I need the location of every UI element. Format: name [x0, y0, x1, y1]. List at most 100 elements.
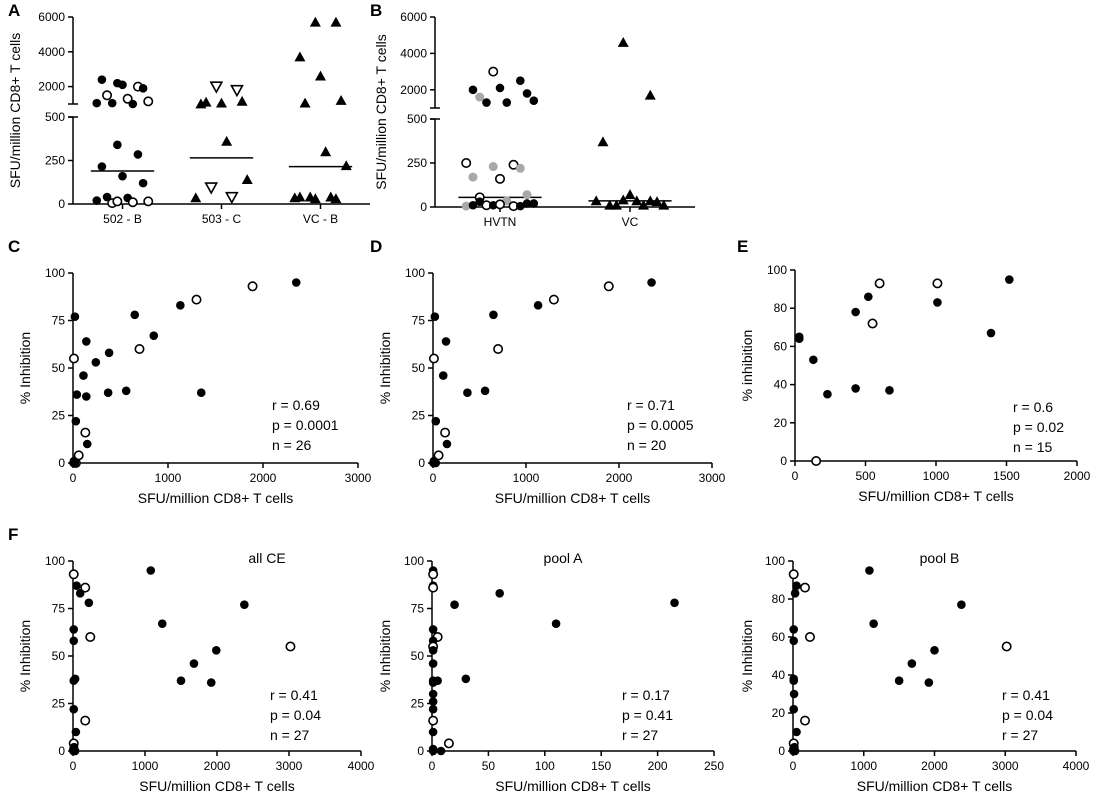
y-tick-label: 25 [52, 409, 66, 423]
data-point [438, 371, 448, 380]
data-point [461, 674, 471, 684]
data-point [789, 704, 799, 714]
y-tick-label: 250 [407, 156, 427, 170]
data-point [789, 625, 799, 634]
data-point [211, 646, 221, 655]
data-point [436, 746, 446, 756]
data-point [428, 659, 438, 668]
stat-annotation: p = 0.04 [270, 707, 321, 723]
x-tick-label: HVTN [484, 215, 517, 229]
x-tick-label: 4000 [1063, 759, 1090, 773]
x-tick-label: 3000 [992, 759, 1019, 773]
y-tick-label: 2000 [38, 80, 65, 94]
data-point [658, 199, 670, 210]
data-point [461, 201, 471, 211]
data-point [894, 676, 904, 685]
y-tick-label: 40 [774, 378, 788, 392]
data-point [522, 199, 532, 208]
data-point [128, 99, 138, 109]
data-point [551, 619, 561, 628]
data-point [294, 191, 306, 202]
x-tick-label: VC - B [303, 212, 338, 226]
data-point [107, 98, 117, 108]
data-point [103, 388, 113, 398]
data-point [789, 746, 798, 756]
y-tick-label: 25 [411, 697, 425, 711]
data-point [617, 194, 629, 205]
panel-letter: D [370, 237, 382, 256]
x-tick-label: 250 [704, 759, 724, 773]
data-point [823, 389, 832, 399]
data-point [157, 619, 167, 628]
stat-annotation: p = 0.04 [1002, 707, 1053, 723]
x-tick-label: 1000 [513, 471, 540, 485]
stat-annotation: n = 26 [272, 437, 312, 453]
y-axis-title: % Inhibition [377, 620, 393, 692]
data-point [70, 312, 80, 322]
data-point [428, 353, 439, 364]
y-tick-label: 50 [52, 361, 66, 375]
data-point [461, 158, 472, 169]
y-tick-label: 25 [52, 697, 66, 711]
x-axis-title: SFU/million CD8+ T cells [138, 490, 293, 506]
data-point [522, 89, 532, 98]
y-tick-label: 40 [772, 668, 786, 682]
data-point [191, 294, 202, 305]
data-point [644, 195, 656, 206]
data-point [330, 16, 342, 27]
y-tick-label: 100 [45, 266, 65, 280]
x-axis-title: SFU/million CD8+ T cells [857, 778, 1012, 794]
y-tick-label: 80 [772, 592, 786, 606]
stat-annotation: p = 0.0005 [627, 417, 694, 433]
data-point [97, 162, 107, 171]
data-point [489, 310, 498, 320]
data-point [443, 738, 454, 749]
data-point [590, 195, 602, 206]
x-tick-label: 4000 [348, 759, 375, 773]
data-point [529, 96, 539, 106]
data-point [933, 298, 942, 307]
data-point [82, 439, 92, 449]
data-point [133, 150, 143, 159]
data-point [71, 727, 81, 737]
data-point [320, 146, 332, 157]
data-point [468, 172, 478, 182]
data-point [206, 678, 216, 687]
stat-annotation: n = 27 [270, 727, 310, 743]
data-point [494, 199, 505, 210]
data-point [515, 201, 525, 211]
data-point [291, 278, 301, 287]
data-point [502, 98, 512, 107]
y-axis-title: % Inhibition [17, 620, 33, 692]
data-point [440, 427, 451, 438]
y-tick-label: 20 [772, 706, 786, 720]
x-tick-label: 0 [429, 759, 436, 773]
y-tick-label: 2000 [400, 83, 427, 97]
y-tick-label: 100 [405, 266, 425, 280]
data-point [112, 196, 123, 207]
x-tick-label: 0 [792, 469, 799, 483]
data-point [804, 631, 815, 642]
y-tick-label: 75 [412, 314, 426, 328]
data-point [75, 589, 85, 598]
panel-letter: C [8, 237, 20, 256]
x-tick-label: 0 [790, 759, 797, 773]
y-tick-label: 60 [774, 339, 788, 353]
y-axis-title: SFU/million CD8+ T cells [373, 34, 389, 189]
y-tick-label: 6000 [38, 10, 65, 24]
data-point [809, 355, 818, 365]
panel-b: B 0 250 500 2000 4000 6000 HVTN VC SFU/million CD… [370, 1, 695, 229]
data-point [624, 189, 636, 200]
data-point [792, 581, 801, 590]
data-point [428, 646, 438, 655]
data-point [146, 566, 156, 575]
data-point [851, 384, 860, 393]
data-point [143, 96, 154, 107]
y-tick-label: 20 [774, 416, 788, 430]
data-point [932, 278, 943, 289]
data-point [221, 135, 233, 146]
data-point [138, 84, 148, 93]
data-point [790, 589, 800, 598]
data-point [428, 697, 438, 706]
x-tick-label: 2000 [204, 759, 231, 773]
